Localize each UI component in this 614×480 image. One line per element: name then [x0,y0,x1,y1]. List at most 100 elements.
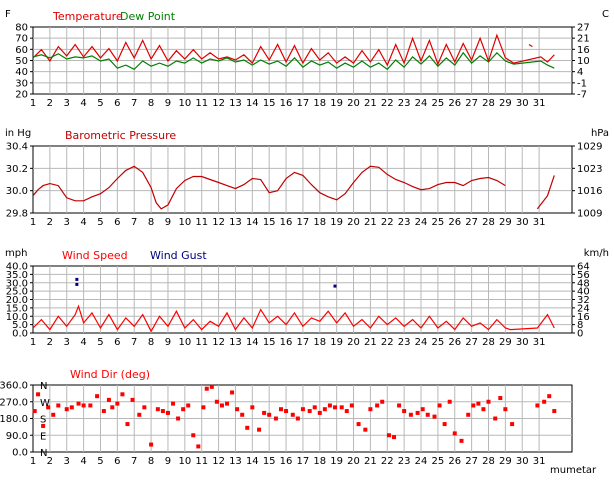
wind-dir-point [101,409,106,414]
x-tick-label: 30 [516,337,529,348]
wind-dir-point [547,394,552,399]
x-tick-label: 15 [263,98,276,109]
y-tick-label-right: 1016 [577,186,602,197]
x-tick-label: 27 [465,337,478,348]
x-tick-label: 12 [212,217,225,228]
y-tick-label-right: 64 [577,262,590,273]
x-tick-label: 15 [263,217,276,228]
wind-dir-point [245,425,250,430]
x-tick-label: 20 [347,217,360,228]
wind-dir-point [240,412,245,417]
chart-title-secondary: Dew Point [120,10,176,23]
wind-gust-point [333,284,337,288]
wind-dir-point [466,412,471,417]
x-tick-label: 23 [398,456,411,467]
y-tick-label-left: 90.0 [6,431,28,442]
y-tick-label-left: 30.0 [6,278,28,289]
chart-panel-4 [30,384,573,453]
x-tick-label: 21 [364,217,377,228]
x-tick-label: 14 [246,217,259,228]
x-tick-label: 17 [297,217,310,228]
y-tick-label-right: 27 [577,23,590,34]
x-tick-label: 22 [381,217,394,228]
series-line-temperature-gap [528,43,533,48]
y-tick-label-right: 40 [577,287,590,298]
wind-dir-point [176,416,181,421]
chart-panel-2 [30,145,575,214]
chart-panel-3 [30,265,575,334]
x-tick-label: 10 [178,337,191,348]
x-tick-label: 3 [64,98,70,109]
wind-dir-point [300,407,305,412]
wind-dir-point [363,427,368,432]
x-tick-label: 13 [229,456,242,467]
wind-dir-point [219,403,224,408]
wind-dir-point [284,409,289,414]
x-tick-label: 23 [398,98,411,109]
x-tick-label: 19 [330,98,343,109]
x-tick-label: 13 [229,217,242,228]
wind-dir-point [36,392,41,397]
wind-dir-point [290,412,295,417]
x-tick-label: 8 [148,456,154,467]
wind-dir-point [339,405,344,410]
x-tick-label: 5 [97,98,103,109]
x-tick-label: 26 [448,98,461,109]
x-tick-label: 21 [364,337,377,348]
x-tick-label: 25 [432,98,445,109]
compass-label: W [40,398,50,409]
y-tick-label-right: 1029 [577,142,602,153]
left-unit: in Hg [5,128,31,139]
wind-dir-point [41,423,46,428]
y-tick-label-left: 20 [15,90,28,101]
x-tick-label: 28 [482,98,495,109]
x-tick-label: 10 [178,98,191,109]
y-tick-label-left: 0.0 [12,448,28,459]
chart-title: Temperature [52,10,123,23]
x-tick-label: 8 [148,337,154,348]
x-tick-label: 7 [131,217,137,228]
x-tick-label: 26 [448,217,461,228]
x-tick-label: 6 [114,98,120,109]
wind-dir-point [125,422,130,427]
chart-title: Wind Dir (deg) [70,368,150,381]
y-tick-label-right: 1023 [577,164,602,175]
wind-dir-point [181,407,186,412]
wind-dir-point [344,409,349,414]
wind-dir-point [498,396,503,401]
y-tick-label-left: 180.0 [0,414,28,425]
x-tick-label: 16 [280,217,293,228]
y-tick-label-right: 32 [577,295,590,306]
x-tick-label: 29 [499,217,512,228]
x-tick-label: 26 [448,337,461,348]
wind-dir-point [493,416,498,421]
wind-dir-point [425,412,430,417]
wind-dir-point [130,397,135,402]
left-unit: F [5,9,11,20]
wind-dir-point [503,407,508,412]
y-tick-label-right: 1009 [577,209,602,220]
x-tick-label: 6 [114,456,120,467]
x-tick-label: 17 [297,456,310,467]
wind-dir-point [46,405,51,410]
compass-label: N [40,448,47,459]
x-tick-label: 27 [465,456,478,467]
wind-dir-point [386,433,391,438]
y-tick-label-right: 4 [577,67,583,78]
x-tick-label: 25 [432,456,445,467]
x-tick-label: 11 [195,337,208,348]
x-tick-label: 18 [313,337,326,348]
x-tick-label: 19 [330,337,343,348]
y-tick-label-right: 10 [577,56,590,67]
wind-dir-point [56,403,61,408]
x-tick-label: 30 [516,456,529,467]
x-tick-label: 6 [114,337,120,348]
x-tick-label: 5 [97,456,103,467]
x-tick-label: 25 [432,217,445,228]
x-tick-label: 18 [313,456,326,467]
x-tick-label: 19 [330,456,343,467]
y-tick-label-right: -1 [577,78,587,89]
wind-dir-point [257,427,262,432]
x-tick-label: 16 [280,456,293,467]
wind-dir-point [432,414,437,419]
